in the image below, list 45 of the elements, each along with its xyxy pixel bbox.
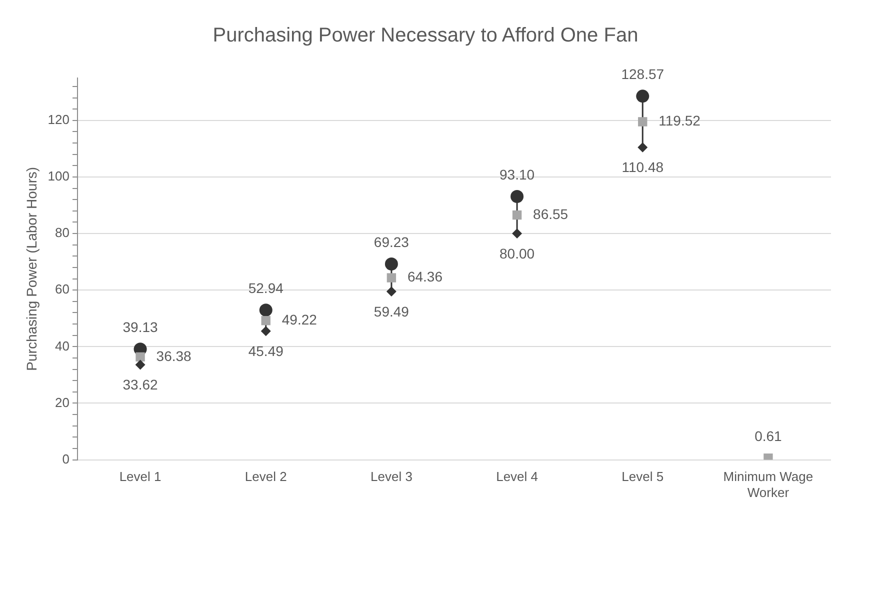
data-label: 39.13 xyxy=(122,318,158,335)
x-tick-label: Level 4 xyxy=(496,469,538,484)
point xyxy=(386,286,396,297)
data-label: 0.61 xyxy=(754,428,782,444)
data-label: 69.23 xyxy=(374,234,410,250)
point xyxy=(636,90,650,103)
data-label: 93.10 xyxy=(500,166,535,182)
data-label: 33.62 xyxy=(122,376,158,393)
point xyxy=(512,228,522,239)
y-tick-label: 20 xyxy=(55,394,70,410)
chart-title: Purchasing Power Necessary to Afford One Fan xyxy=(212,24,638,47)
point xyxy=(510,190,524,203)
data-label: 86.55 xyxy=(533,206,568,222)
data-label: 36.38 xyxy=(156,348,192,364)
data-label: 59.49 xyxy=(374,303,410,320)
point xyxy=(136,352,145,362)
data-label: 52.94 xyxy=(248,280,284,296)
point xyxy=(384,258,398,271)
y-axis-title: Purchasing Power (Labor Hours) xyxy=(23,166,40,371)
data-label: 64.36 xyxy=(407,268,443,285)
y-tick-label: 0 xyxy=(62,451,70,466)
point xyxy=(135,360,146,370)
point xyxy=(512,210,522,220)
point xyxy=(260,326,271,336)
y-tick-label: 60 xyxy=(55,282,70,297)
x-tick-label: Level 2 xyxy=(244,469,287,484)
y-tick-label: 100 xyxy=(48,168,70,184)
y-tick-label: 40 xyxy=(55,338,70,354)
data-label: 49.22 xyxy=(282,311,318,328)
data-label: 80.00 xyxy=(500,245,535,262)
x-tick-label: Level 5 xyxy=(622,469,664,484)
x-tick-label: Minimum Wage Worker xyxy=(723,469,814,500)
data-label: 128.57 xyxy=(621,66,664,82)
point xyxy=(259,304,272,317)
x-tick-label: Level 1 xyxy=(119,469,162,484)
data-label: 119.52 xyxy=(658,112,701,129)
point xyxy=(638,117,648,126)
data-label: 45.49 xyxy=(248,343,284,360)
point xyxy=(638,142,648,152)
point xyxy=(261,316,270,326)
y-tick-label: 80 xyxy=(55,225,70,240)
point xyxy=(386,273,396,282)
x-tick-label: Level 3 xyxy=(370,469,412,484)
data-label: 110.48 xyxy=(622,159,664,176)
y-tick-label: 120 xyxy=(48,112,70,127)
